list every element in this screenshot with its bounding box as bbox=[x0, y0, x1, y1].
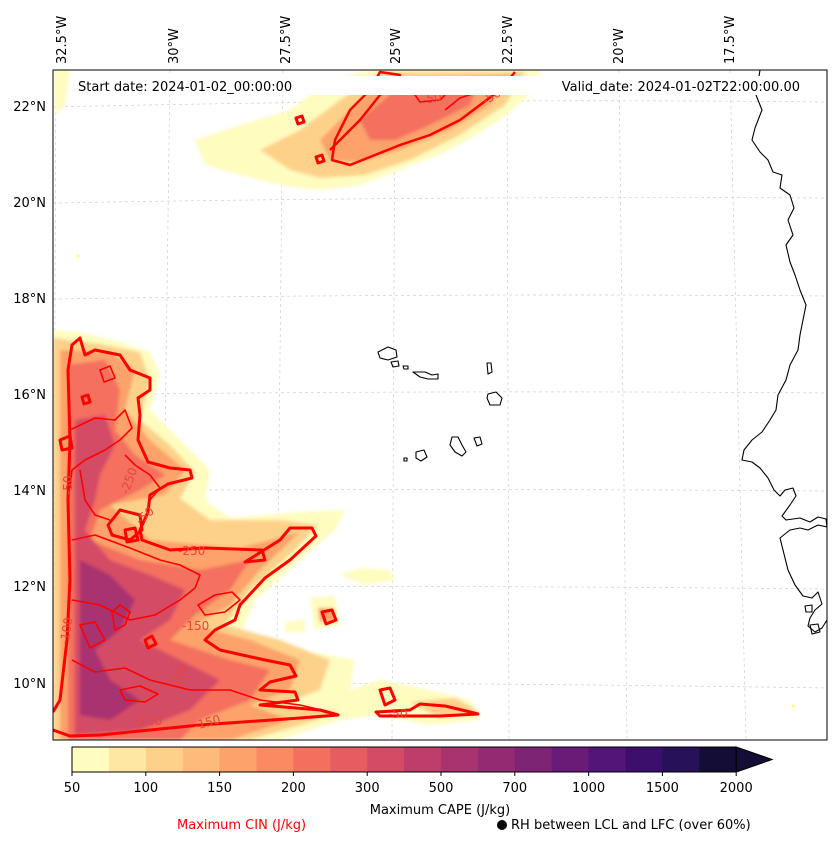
map-border bbox=[52, 69, 828, 741]
cape-field-west bbox=[53, 330, 480, 740]
colorbar-segment bbox=[182, 747, 221, 772]
colorbar-segment bbox=[662, 747, 700, 772]
island-bijagos-2 bbox=[809, 623, 821, 635]
island-maio bbox=[473, 436, 483, 447]
island-fogo bbox=[415, 449, 428, 462]
cin-label: -50 bbox=[388, 707, 408, 721]
lat-label: 12°N bbox=[13, 580, 46, 595]
lon-label: 32.5°W bbox=[55, 16, 70, 64]
colorbar-extension bbox=[735, 746, 774, 773]
colorbar-tick-label: 1500 bbox=[646, 781, 679, 796]
colorbar-segment bbox=[108, 747, 147, 772]
colorbar-tick-label: 2000 bbox=[720, 781, 753, 796]
colorbar-tick-label: 1000 bbox=[572, 781, 605, 796]
colorbar-segment bbox=[330, 747, 368, 772]
colorbar-segment bbox=[514, 747, 553, 772]
lon-label: 17.5°W bbox=[723, 16, 738, 64]
lon-labels: 32.5°W 30°W 27.5°W 25°W 22.5°W 20°W 17.5… bbox=[55, 16, 738, 64]
cin-label: -150 bbox=[135, 714, 162, 728]
rh-legend-label: RH between LCL and LFC (over 60%) bbox=[511, 818, 751, 833]
lat-label: 16°N bbox=[13, 388, 46, 403]
colorbar-tick-label: 200 bbox=[281, 781, 306, 796]
valid-date: Valid_date: 2024-01-02T22:00:00.00 bbox=[562, 80, 800, 95]
island-brava bbox=[403, 457, 408, 462]
cin-label: -100 bbox=[57, 616, 76, 645]
lon-label: 27.5°W bbox=[279, 16, 294, 64]
colorbar-tick-label: 100 bbox=[133, 781, 158, 796]
island-boa-vista bbox=[486, 391, 503, 406]
header-band bbox=[74, 76, 806, 95]
cin-label: -150 bbox=[182, 619, 209, 633]
lon-label: 22.5°W bbox=[501, 16, 516, 64]
start-date: Start date: 2024-01-02_00:00:00 bbox=[78, 80, 292, 95]
cin-legend: Maximum CIN (J/kg) bbox=[177, 818, 307, 833]
colorbar-segment bbox=[699, 747, 737, 772]
colorbar-tick-label: 700 bbox=[502, 781, 527, 796]
colorbar-segment bbox=[551, 747, 590, 772]
map-content: -50 -250 -50 -250 -150 -100 -150 -150 -5… bbox=[53, 70, 827, 740]
island-bijagos-1 bbox=[804, 604, 813, 613]
lon-label: 25°W bbox=[389, 28, 404, 64]
rh-legend: RH between LCL and LFC (over 60%) bbox=[497, 818, 751, 833]
rh-dot-icon bbox=[497, 820, 507, 830]
colorbar-label: Maximum CAPE (J/kg) bbox=[370, 803, 510, 818]
coastlines bbox=[377, 70, 827, 635]
island-sao-nicolau bbox=[412, 371, 439, 380]
colorbar-tick-label: 50 bbox=[64, 781, 81, 796]
lat-label: 10°N bbox=[13, 677, 46, 692]
cin-label: -250 bbox=[178, 544, 205, 558]
lon-label: 30°W bbox=[167, 28, 182, 64]
island-sal bbox=[486, 362, 493, 375]
colorbar-outline bbox=[71, 746, 737, 773]
rh-markers bbox=[76, 254, 795, 708]
cin-label: -50 bbox=[61, 475, 75, 495]
lat-label: 14°N bbox=[13, 484, 46, 499]
lat-label: 18°N bbox=[13, 292, 46, 307]
island-santa-luzia bbox=[402, 365, 409, 370]
lat-label: 20°N bbox=[13, 196, 46, 211]
colorbar-segment bbox=[477, 747, 516, 772]
cin-label: -150 bbox=[192, 712, 222, 733]
colorbar-tick-label: 300 bbox=[355, 781, 380, 796]
colorbar-tick-label: 500 bbox=[429, 781, 454, 796]
colorbar-segment bbox=[625, 747, 663, 772]
colorbar-segment bbox=[72, 747, 110, 772]
lat-label: 22°N bbox=[13, 100, 46, 115]
colorbar-segment bbox=[256, 747, 294, 772]
colorbar-segment bbox=[367, 747, 405, 772]
colorbar-segment bbox=[588, 747, 626, 772]
cin-contours bbox=[53, 70, 516, 738]
island-santo-antao bbox=[377, 346, 398, 361]
colorbar-segment bbox=[404, 747, 442, 772]
colorbar bbox=[71, 746, 774, 773]
lat-labels: 22°N 20°N 18°N 16°N 14°N 12°N 10°N bbox=[13, 100, 46, 692]
island-sao-vicente bbox=[390, 360, 400, 368]
colorbar-ticks: 50 100 150 200 300 500 700 1000 1500 2000 bbox=[64, 772, 753, 796]
colorbar-segment bbox=[441, 747, 479, 772]
lon-label: 20°W bbox=[612, 28, 627, 64]
colorbar-tick-label: 150 bbox=[207, 781, 232, 796]
colorbar-segment bbox=[219, 747, 257, 772]
colorbar-segment bbox=[293, 747, 331, 772]
africa-coastline bbox=[741, 70, 827, 633]
colorbar-segment bbox=[145, 747, 184, 772]
island-santiago bbox=[449, 436, 467, 457]
